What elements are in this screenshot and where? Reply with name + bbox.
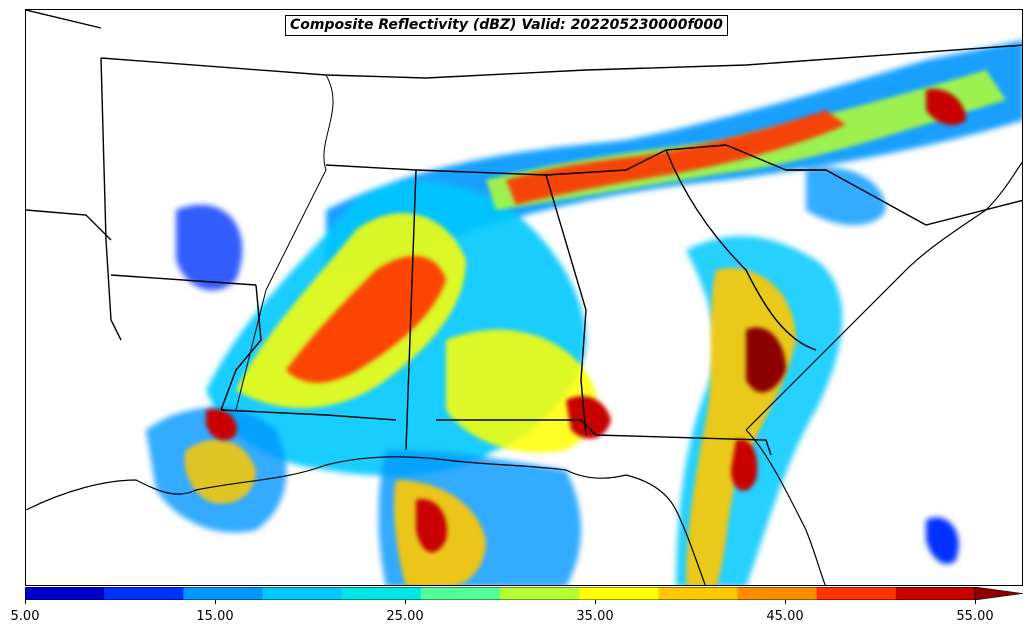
colorbar-tick-mark — [405, 600, 406, 604]
colorbar-tick-mark — [25, 600, 26, 604]
colorbar-cell — [341, 587, 422, 600]
colorbar-tick-mark — [785, 600, 786, 604]
colorbar-extend-arrow — [974, 587, 1023, 600]
colorbar-tick-mark — [975, 600, 976, 604]
colorbar-tick-label: 45.00 — [766, 609, 804, 624]
colorbar-cell — [104, 587, 184, 600]
gulf-coastline — [26, 456, 706, 585]
colorbar — [25, 587, 1023, 600]
mississippi-river — [235, 74, 334, 411]
colorbar-cell — [500, 587, 580, 600]
colorbar-tick-mark — [215, 600, 216, 604]
colorbar-tick-label: 25.00 — [386, 609, 424, 624]
echo-layer-heavy — [206, 89, 966, 553]
colorbar-cell — [579, 587, 659, 600]
colorbar-tick-mark — [595, 600, 596, 604]
map-title: Composite Reflectivity (dBZ) Valid: 2022… — [285, 15, 728, 36]
colorbar-cell — [420, 587, 501, 600]
colorbar-cell — [183, 587, 263, 600]
reflectivity-map — [26, 10, 1022, 585]
colorbar-cell — [895, 587, 976, 600]
colorbar-tick-label: 5.00 — [10, 609, 40, 624]
colorbar-cell — [25, 587, 105, 600]
state-borders — [26, 10, 1022, 456]
colorbar-cell — [658, 587, 738, 600]
colorbar-tick-label: 35.00 — [576, 609, 614, 624]
map-panel: Composite Reflectivity (dBZ) Valid: 2022… — [25, 9, 1023, 586]
colorbar-tick-label: 15.00 — [196, 609, 234, 624]
florida-coast — [745, 429, 826, 585]
colorbar-cell — [262, 587, 343, 600]
colorbar-tick-label: 55.00 — [956, 609, 994, 624]
colorbar-cell — [816, 587, 897, 600]
colorbar-cell — [737, 587, 818, 600]
atlantic-coast — [745, 161, 1022, 431]
